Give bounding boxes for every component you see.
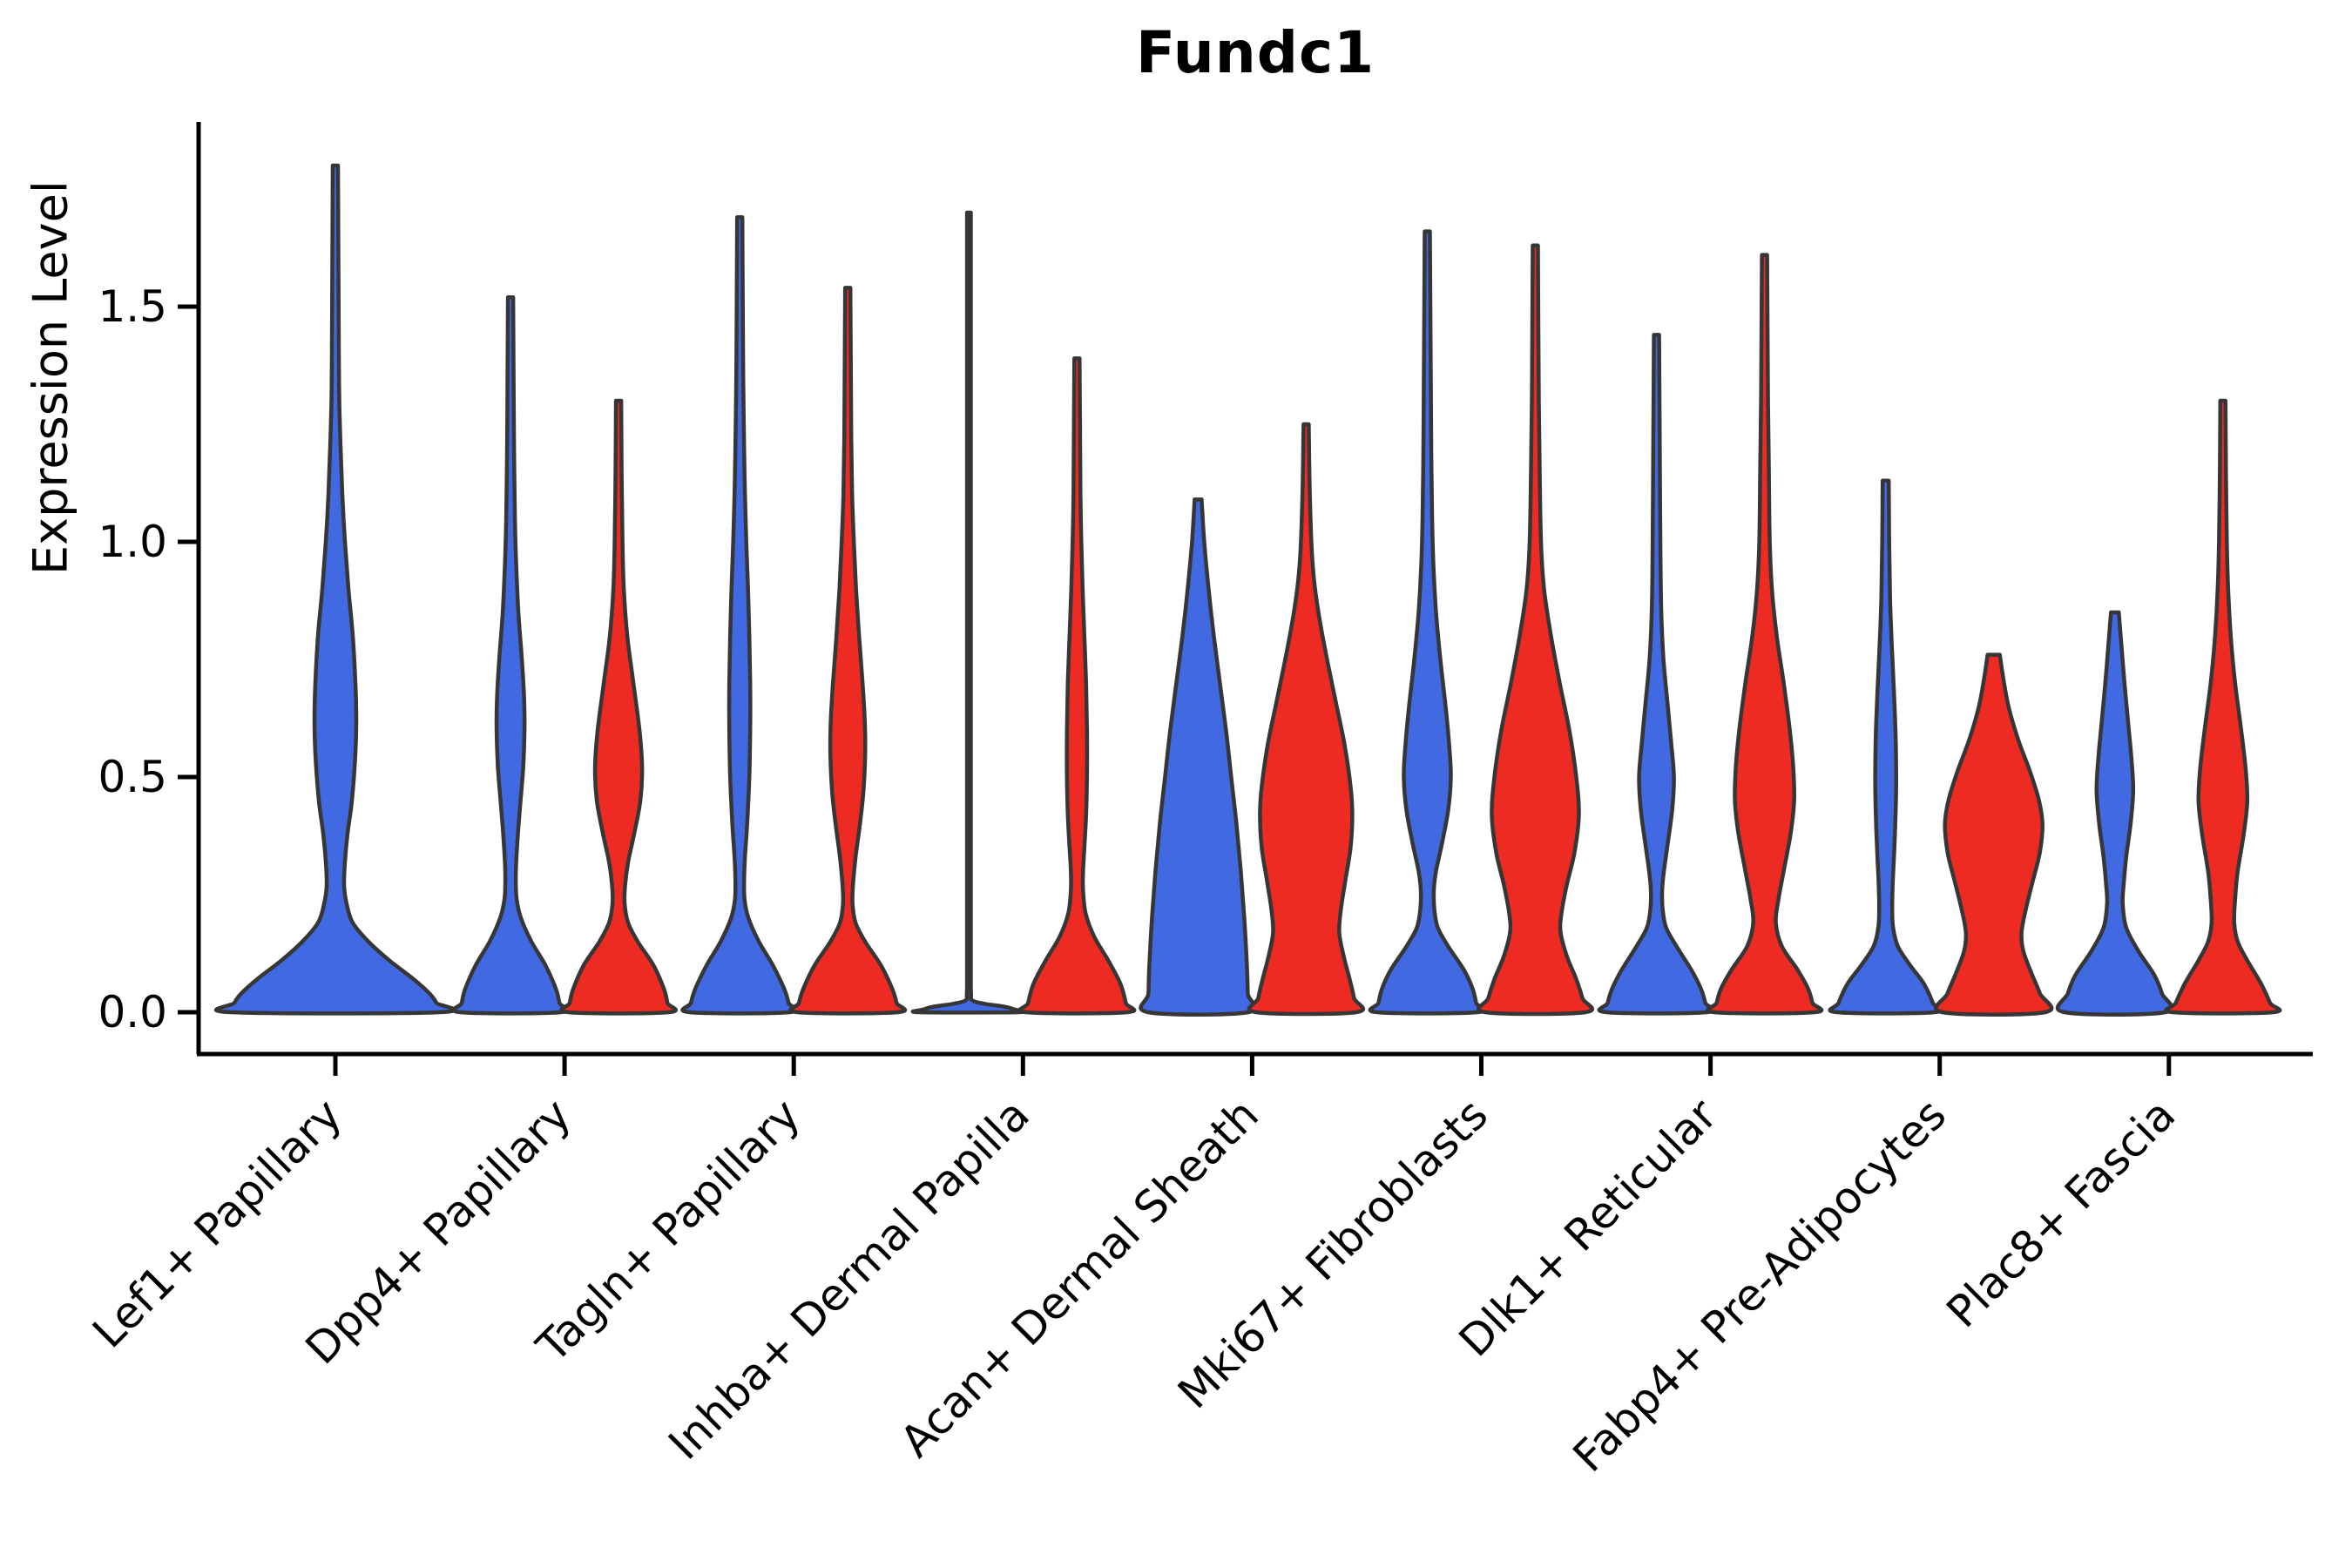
y-tick-label-0.0: 0.0 bbox=[98, 987, 167, 1037]
violin-inhba-dermal-papilla-red bbox=[1017, 356, 1137, 1016]
y-tick-label-1.0: 1.0 bbox=[98, 517, 167, 567]
violin-inhba-dermal-papilla-blue bbox=[910, 210, 1027, 1015]
violin-acan-dermal-sheath-red bbox=[1247, 422, 1365, 1017]
violin-dlk1-reticular-blue bbox=[1597, 333, 1716, 1016]
violin-plac8-fascia-red bbox=[2164, 398, 2282, 1016]
violin-mki67-fibroblasts-blue bbox=[1368, 229, 1487, 1016]
violin-lef1-papillary-blue bbox=[213, 163, 457, 1016]
x-tick-label-fabp4-pre-adipocytes: Fabp4+ Pre-Adipocytes bbox=[1564, 1089, 1957, 1482]
violin-plac8-fascia-blue bbox=[2055, 610, 2174, 1017]
x-tick-label-plac8-fascia: Plac8+ Fascia bbox=[1937, 1089, 2186, 1337]
violin-fabp4-pre-adipocytes-blue bbox=[1828, 478, 1943, 1016]
violin-mki67-fibroblasts-red bbox=[1477, 243, 1594, 1017]
violin-dpp4-papillary-red bbox=[559, 398, 678, 1016]
x-tick-label-lef1-papillary: Lef1+ Papillary bbox=[83, 1089, 351, 1357]
violin-dpp4-papillary-blue bbox=[451, 294, 570, 1016]
violin-acan-dermal-sheath-blue bbox=[1139, 497, 1258, 1017]
violin-dlk1-reticular-red bbox=[1706, 253, 1824, 1016]
violin-tagln-papillary-blue bbox=[680, 215, 800, 1016]
violin-tagln-papillary-red bbox=[788, 286, 908, 1016]
chart-title: Fundc1 bbox=[1135, 19, 1375, 86]
y-tick-label-1.5: 1.5 bbox=[98, 281, 167, 332]
violin-fabp4-pre-adipocytes-red bbox=[1934, 652, 2054, 1017]
y-tick-label-0.5: 0.5 bbox=[98, 752, 167, 802]
